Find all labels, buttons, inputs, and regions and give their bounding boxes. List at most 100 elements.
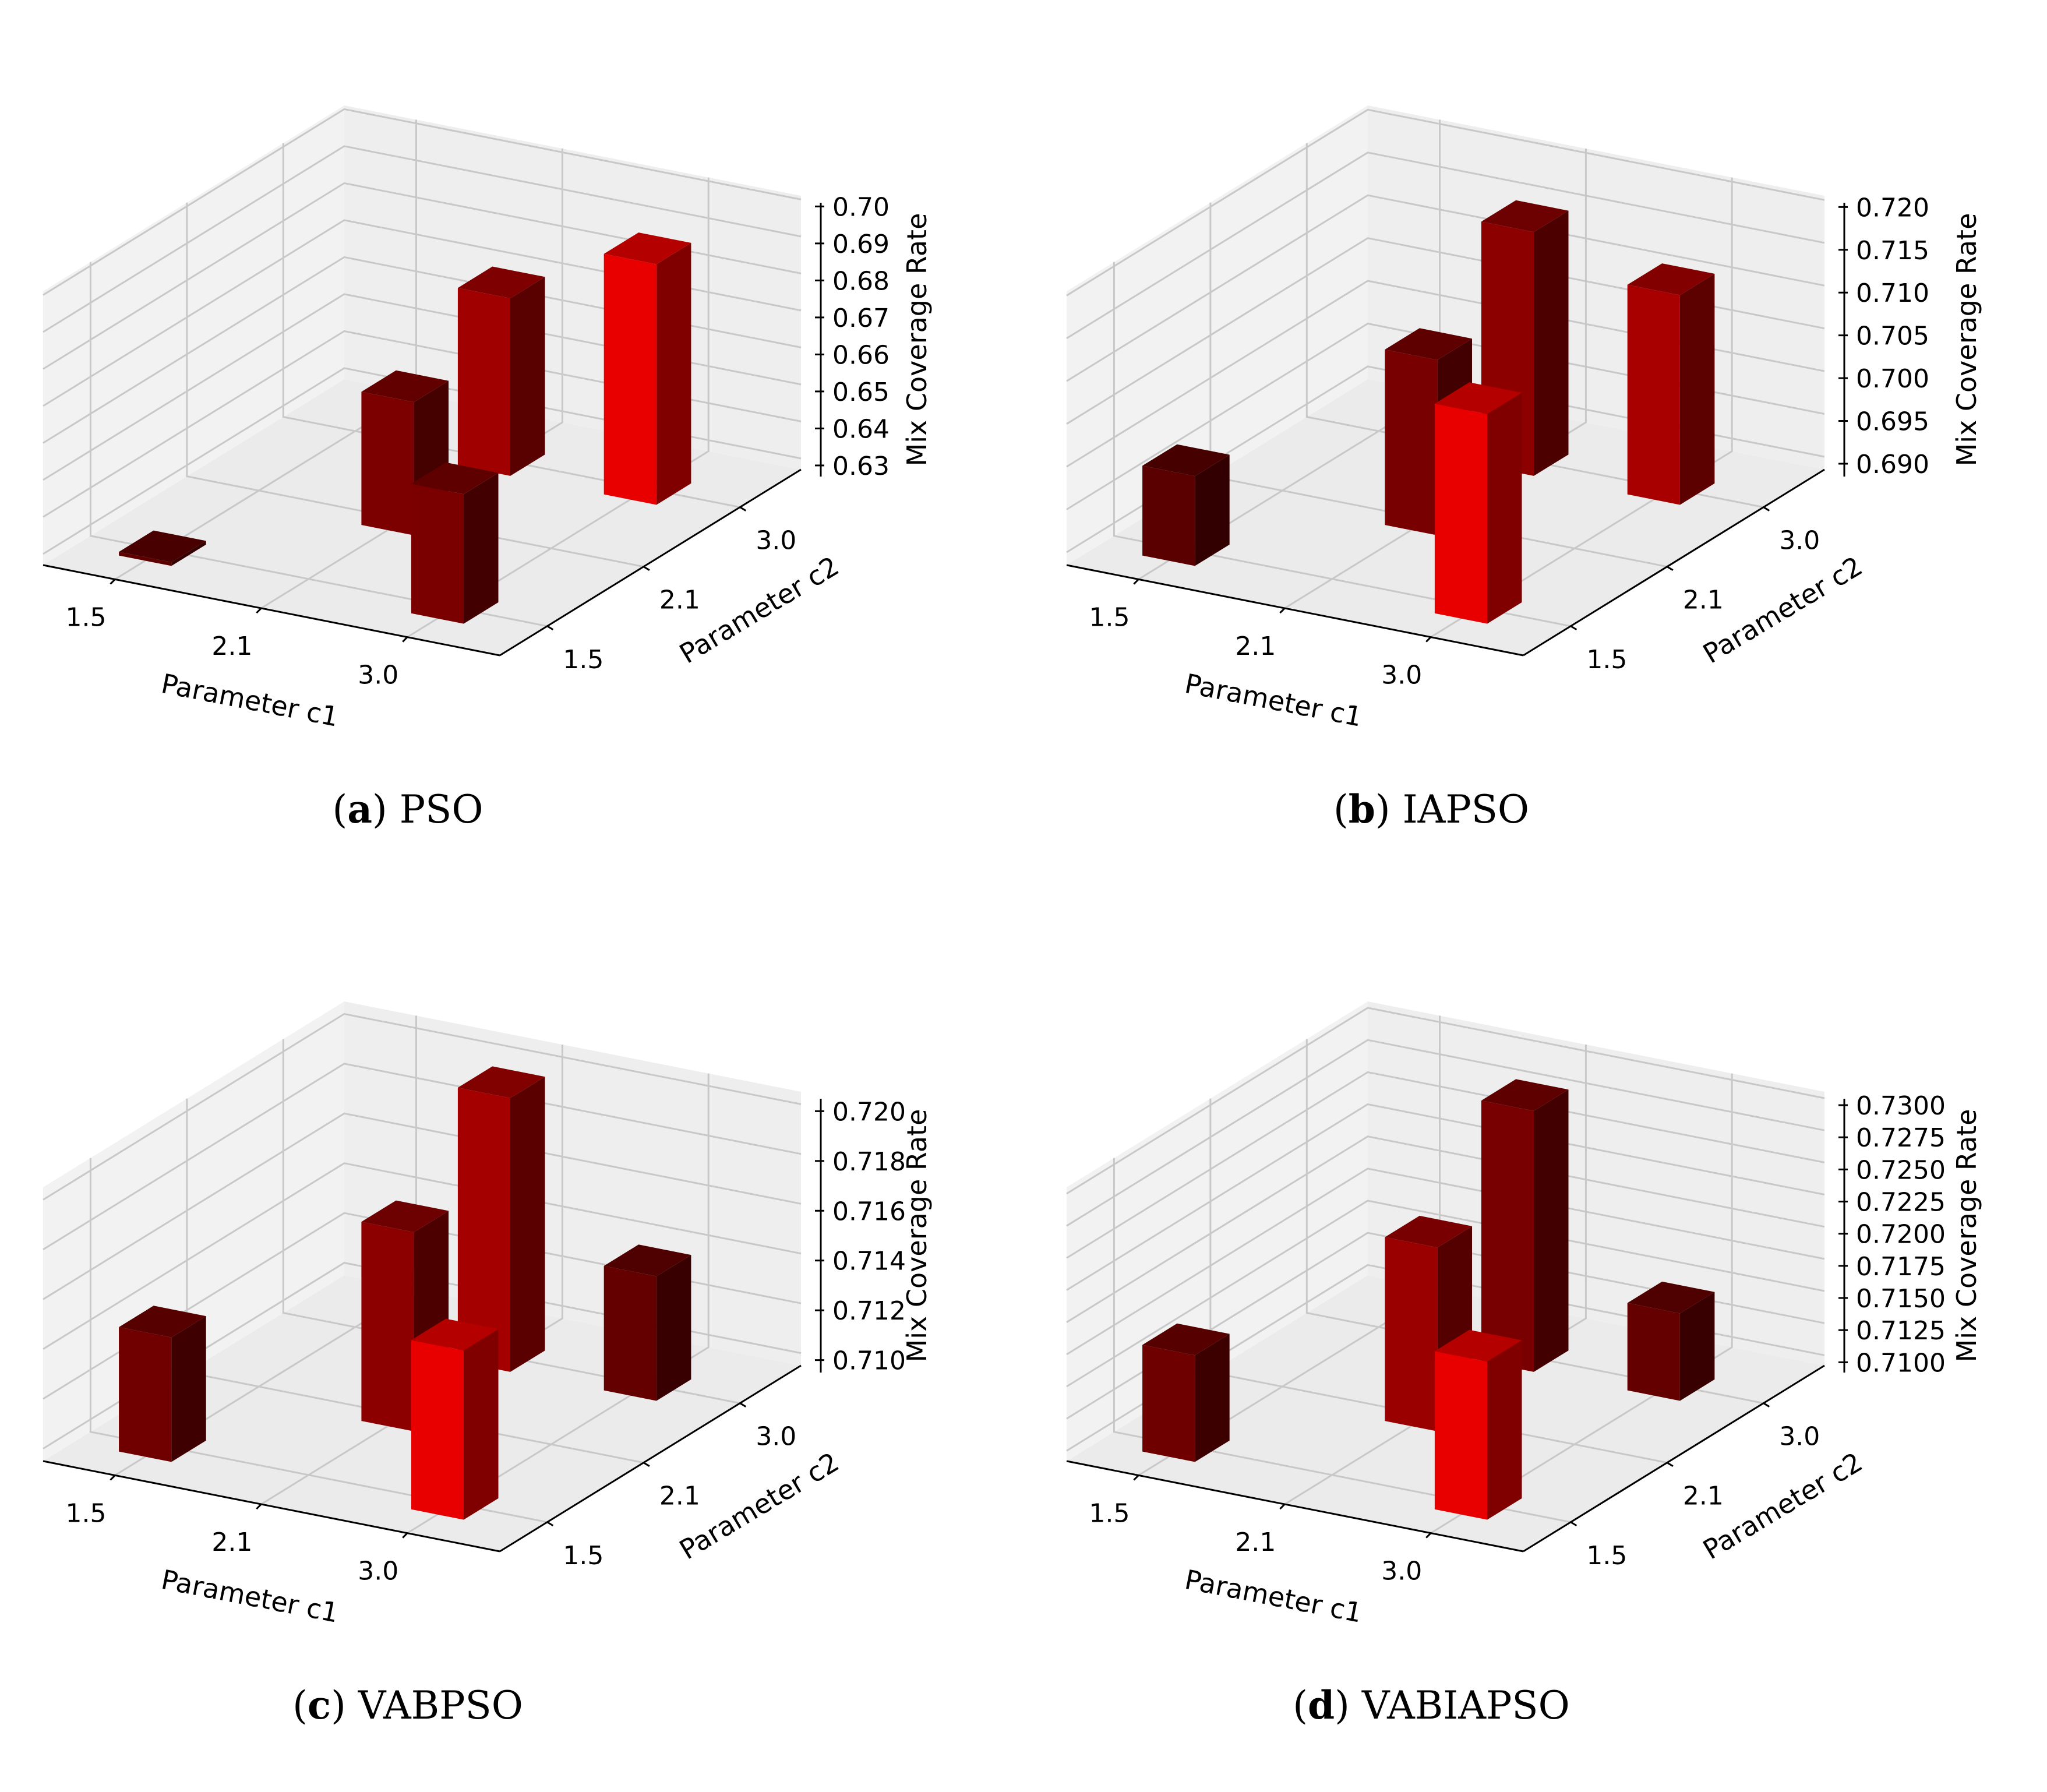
bars xyxy=(119,1066,691,1520)
c1-tick-label: 2.1 xyxy=(211,632,252,661)
bar-side-face xyxy=(171,1316,206,1462)
bar-c1-3.0-c2-1.5 xyxy=(411,462,499,624)
c2-tick-mark xyxy=(1667,566,1674,571)
bar-c1-3.0-c2-3.0 xyxy=(1627,1281,1715,1401)
c2-axis-line xyxy=(1523,1364,1825,1553)
c1-tick-label: 1.5 xyxy=(65,602,106,632)
bar-top-face xyxy=(361,1200,449,1233)
caption-paren-open: ( xyxy=(333,787,348,832)
z-gridline xyxy=(43,1013,802,1201)
bar-front-face xyxy=(1385,350,1438,535)
bar-top-face xyxy=(119,1306,206,1338)
bar-front-face xyxy=(1627,1303,1680,1401)
caption-paren-close: ) xyxy=(372,787,400,832)
c2-tick-label: 1.5 xyxy=(1586,1541,1627,1571)
chart-svg: 1.5 2.1 3.0 1.5 2.1 3.0 0.710 0.712 0.714 0.716 0.… xyxy=(43,1001,933,1728)
c2-gridline xyxy=(282,1039,740,1405)
bar-top-face xyxy=(1481,1079,1569,1111)
z-tick-label: 0.714 xyxy=(832,1247,906,1276)
bar-top-face xyxy=(411,1318,499,1351)
c2-tick-mark xyxy=(1570,1521,1577,1527)
c1-tick-mark xyxy=(1425,636,1432,643)
bar-front-face xyxy=(1142,1345,1195,1462)
c2-tick-mark xyxy=(1667,1462,1674,1467)
bar-side-face xyxy=(1195,454,1230,566)
bar-side-face xyxy=(510,1077,545,1372)
z-gridline xyxy=(1066,1071,1825,1259)
bar-c1-3.0-c2-1.5 xyxy=(1434,382,1522,624)
bar-front-face xyxy=(361,391,414,535)
c1-axis-label: Parameter c1 xyxy=(1182,1564,1364,1629)
z-axis-label: Mix Coverage Rate xyxy=(1951,213,1982,467)
bar-side-face xyxy=(1534,1089,1569,1372)
c2-gridline xyxy=(1305,143,1764,509)
c1-tick-label: 2.1 xyxy=(1235,632,1276,661)
bar-top-face xyxy=(1385,1215,1472,1248)
c1-tick-label: 3.0 xyxy=(358,661,398,690)
bar-front-face xyxy=(1434,404,1487,624)
c2-tick-mark xyxy=(1763,506,1770,512)
panel-caption: (b) IAPSO xyxy=(1333,786,1529,832)
caption-paren-close: ) xyxy=(331,1683,358,1728)
bar-side-face xyxy=(1679,273,1715,505)
bar-top-face xyxy=(1142,444,1230,477)
c1-axis-label: Parameter c1 xyxy=(158,1564,341,1629)
bar-side-face xyxy=(656,1255,691,1401)
z-tick-label: 0.69 xyxy=(832,230,890,259)
chart-svg: 1.5 2.1 3.0 1.5 2.1 3.0 0.63 0.64 0.65 0.66 0.67 0.… xyxy=(43,105,933,832)
z-gridline xyxy=(43,1112,802,1300)
bar-front-face xyxy=(457,1088,510,1372)
c1-tick-mark xyxy=(1133,578,1139,585)
bars xyxy=(119,232,691,624)
bar-front-face xyxy=(1385,1237,1438,1431)
bar-c1-3.0-c2-1.5 xyxy=(411,1318,499,1520)
panel-d: 1.5 2.1 3.0 1.5 2.1 3.0 0.7100 0.7125 0.7150 0.71… xyxy=(1024,896,2047,1792)
z-tick-label: 0.7150 xyxy=(1856,1284,1946,1314)
c2-tick-mark xyxy=(546,625,554,631)
left-pane xyxy=(1067,105,1368,565)
z-tick-label: 0.720 xyxy=(1856,193,1929,223)
c2-tick-mark xyxy=(739,1402,747,1408)
c1-tick-mark xyxy=(110,578,116,585)
axis-lines xyxy=(1066,1099,1845,1553)
c1-tick-mark xyxy=(256,1503,262,1510)
z-tick-label: 0.712 xyxy=(832,1296,906,1326)
c1-tick-label: 1.5 xyxy=(65,1498,106,1528)
c2-gridline xyxy=(1305,1039,1764,1405)
chart-svg: 1.5 2.1 3.0 1.5 2.1 3.0 0.71000.71250.71500.71… xyxy=(1066,1001,1982,1728)
c2-tick-mark xyxy=(1763,1402,1770,1408)
z-gridline xyxy=(1066,108,1825,297)
bar-top-face xyxy=(361,370,449,403)
z-tick-label: 0.7125 xyxy=(1856,1316,1946,1346)
z-tick-label: 0.720 xyxy=(832,1097,906,1127)
c1-gridline xyxy=(1430,1073,1733,1534)
axis-lines xyxy=(1066,203,1845,657)
caption-paren-open: ( xyxy=(292,1683,308,1728)
left-pane xyxy=(1067,1001,1368,1461)
z-tick-label: 0.67 xyxy=(832,304,890,333)
bar-side-face xyxy=(1195,1334,1230,1462)
axis-lines xyxy=(43,203,822,657)
bar-top-face xyxy=(603,232,691,264)
c2-gridline xyxy=(89,262,548,627)
z-gridline xyxy=(43,145,802,333)
c2-axis-line xyxy=(499,1364,802,1553)
z-tick-label: 0.7250 xyxy=(1856,1155,1946,1185)
z-gridline xyxy=(1066,1135,1825,1323)
c1-gridline xyxy=(1284,1045,1587,1505)
c1-tick-label: 3.0 xyxy=(358,1557,398,1586)
c2-gridline xyxy=(282,143,740,509)
bar-side-face xyxy=(1679,1292,1715,1401)
c2-gridline xyxy=(89,1158,548,1523)
axis-lines xyxy=(43,1099,822,1553)
c2-tick-mark xyxy=(643,1462,650,1467)
caption-letter: d xyxy=(1308,1682,1335,1728)
c2-tick-mark xyxy=(739,506,747,512)
z-gridline xyxy=(1066,1103,1825,1291)
caption-name: IAPSO xyxy=(1403,787,1529,832)
c1-tick-label: 3.0 xyxy=(1381,1557,1422,1586)
c1-tick-mark xyxy=(402,636,408,643)
z-tick-label: 0.68 xyxy=(832,266,890,296)
bar-c1-3.0-c2-3.0 xyxy=(1627,263,1715,505)
c1-axis-line xyxy=(43,1460,500,1553)
